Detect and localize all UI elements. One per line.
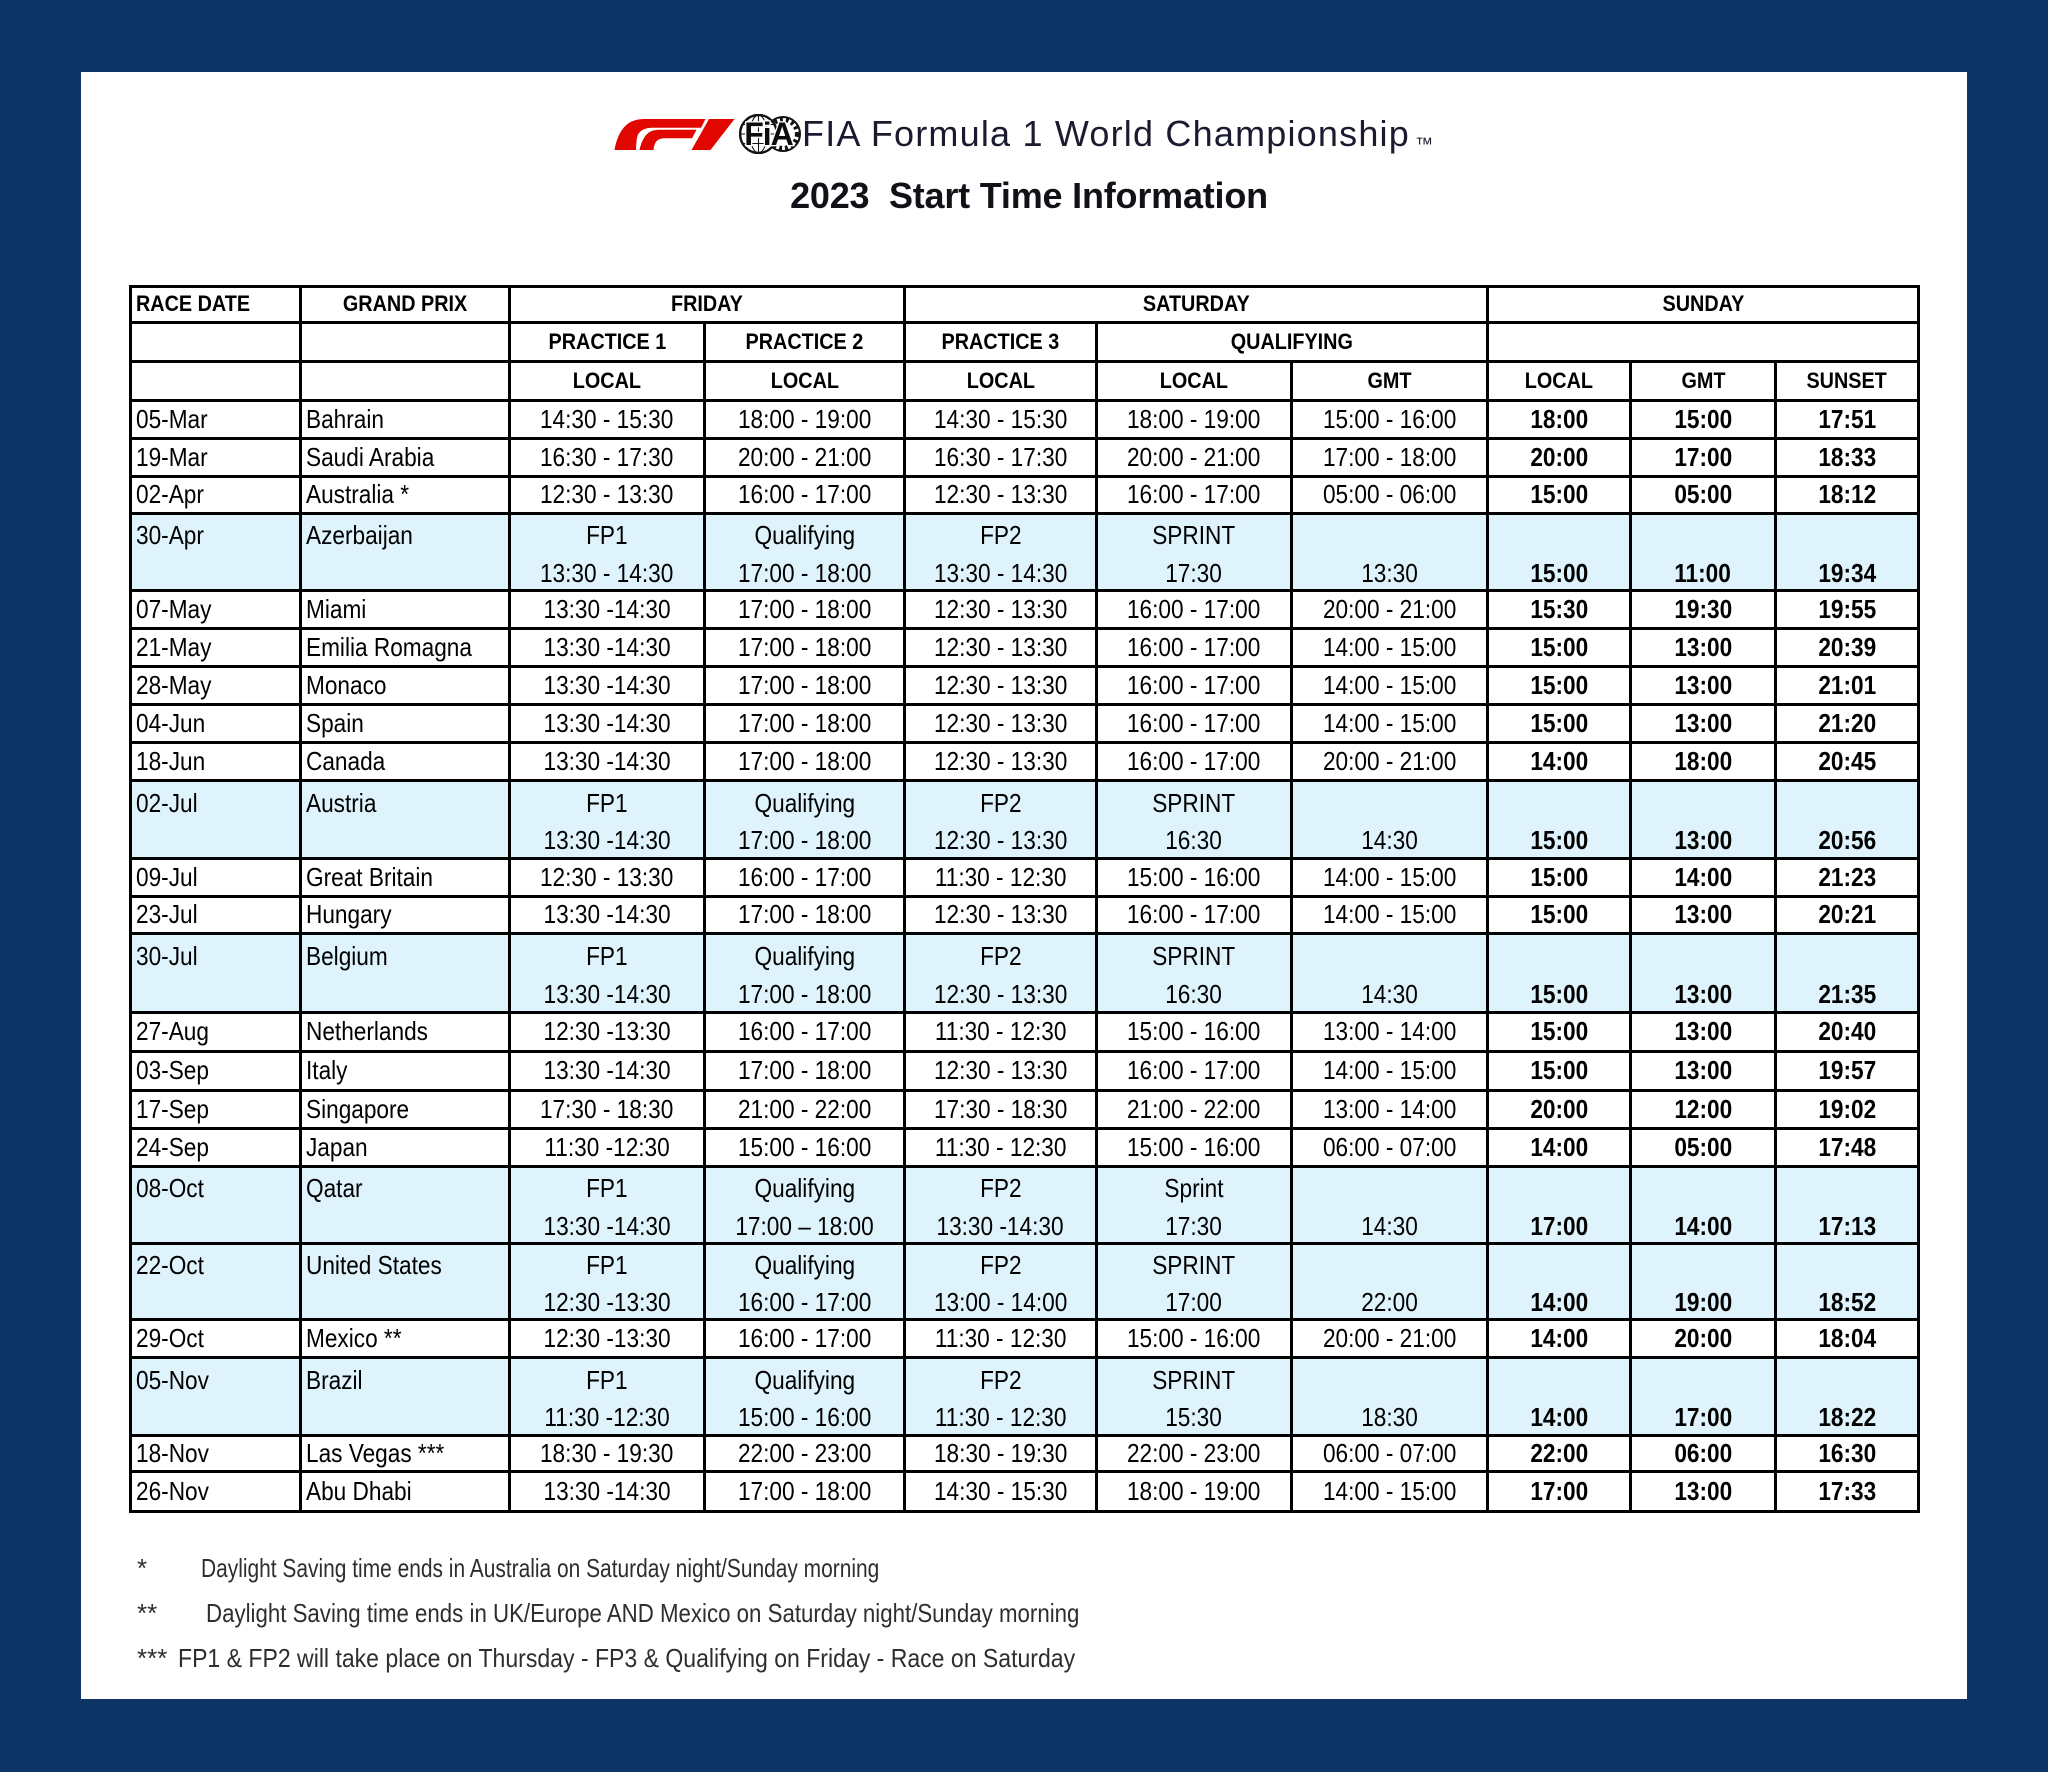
svg-text:FiA: FiA: [744, 116, 793, 152]
